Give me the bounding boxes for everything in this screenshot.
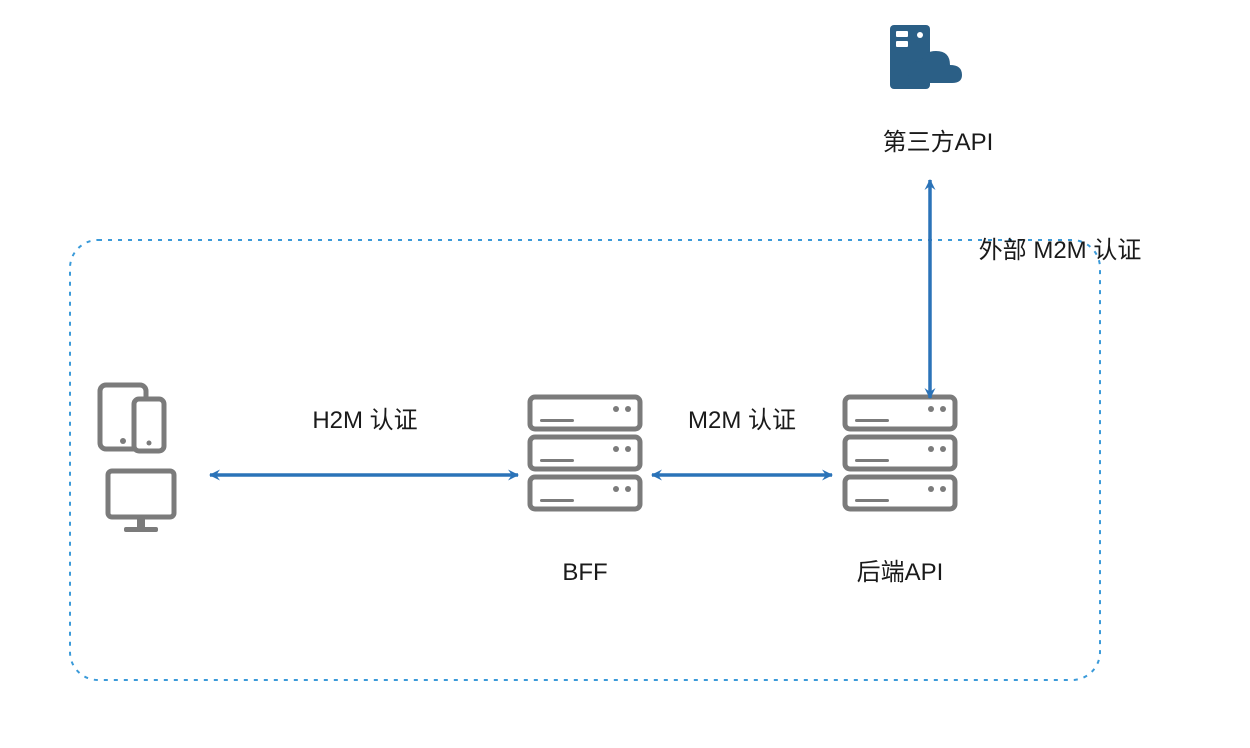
server-stack-icon (845, 397, 955, 509)
edge-label-m2m: M2M 认证 (688, 407, 796, 434)
edge-label-h2m: H2M 认证 (312, 407, 417, 434)
system-boundary (70, 240, 1100, 680)
node-label-backend: 后端API (857, 559, 944, 586)
cloud-server-icon (890, 25, 962, 89)
node-label-bff: BFF (562, 559, 607, 586)
server-stack-icon (530, 397, 640, 509)
client-devices-icon (100, 385, 174, 532)
edge-label-ext-m2m: 外部 M2M 认证 (979, 237, 1142, 264)
node-label-thirdparty: 第三方API (883, 129, 994, 156)
